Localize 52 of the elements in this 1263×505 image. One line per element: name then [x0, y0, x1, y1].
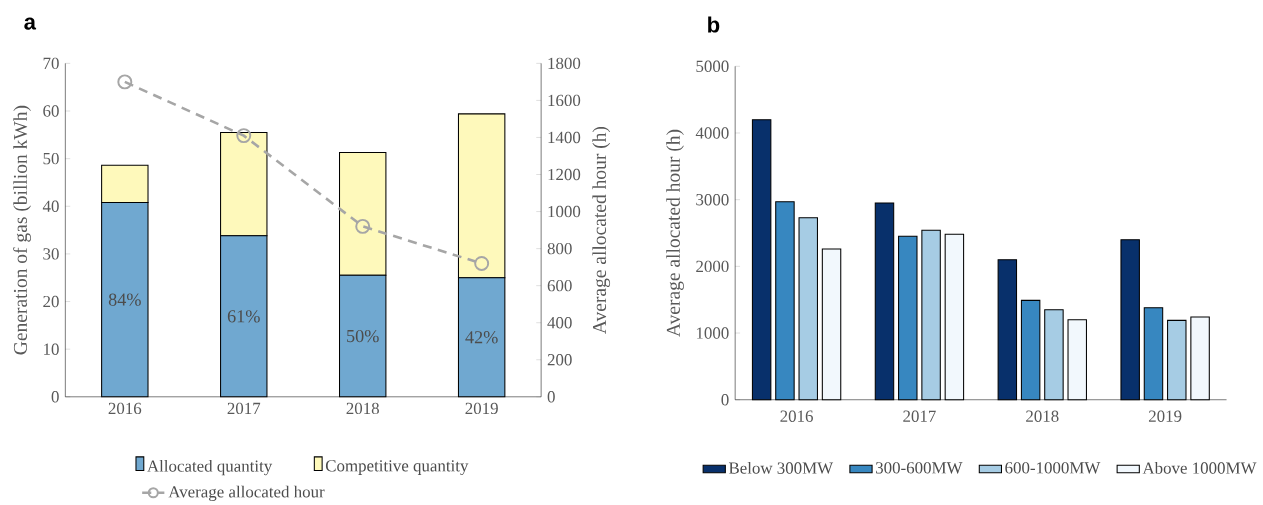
- y-tick-label: 40: [42, 200, 59, 212]
- annotation: 61%: [227, 310, 260, 323]
- x-tick-label: 2019: [465, 402, 498, 415]
- legend-label: Allocated quantity: [147, 459, 273, 476]
- y2-tick-label: 0: [547, 391, 555, 403]
- y-tick-label: 5000: [696, 60, 729, 72]
- chart-title: a: [24, 17, 37, 30]
- point: [236, 128, 252, 144]
- point: [355, 218, 371, 234]
- legend-label: Competitive quantity: [325, 460, 469, 475]
- chart-title: b: [708, 16, 720, 33]
- y-tick-label: 60: [43, 105, 59, 117]
- x-tick-label: 2016: [780, 410, 813, 422]
- y-tick-label: 10: [44, 343, 59, 355]
- y-tick-label: 0: [51, 391, 59, 403]
- legend-label: 300-600MW: [876, 462, 963, 474]
- point: [117, 74, 133, 90]
- x-tick-label: 2017: [903, 410, 936, 422]
- legend-label: Average allocated hour: [168, 485, 325, 501]
- y2-tick-label: 800: [547, 242, 572, 255]
- y-axis-title: Generation of gas (billion kWh): [13, 105, 32, 355]
- y2-axis-title: Average allocated hour (h): [592, 126, 611, 334]
- legend-label: Above 1000MW: [1142, 461, 1257, 474]
- y2-tick-label: 600: [547, 279, 572, 292]
- x-tick-label: 2017: [227, 402, 261, 415]
- annotation: 42%: [465, 331, 498, 344]
- annotation: 84%: [108, 293, 141, 306]
- y2-tick-label: 200: [547, 354, 572, 366]
- y-tick-label: 30: [43, 248, 59, 260]
- y2-tick-label: 1200: [548, 168, 581, 181]
- y2-tick-label: 1400: [548, 131, 581, 144]
- point: [474, 255, 490, 271]
- y-tick-label: 4000: [695, 127, 729, 139]
- x-tick-label: 2018: [1026, 410, 1059, 422]
- x-tick-label: 2018: [346, 402, 379, 415]
- y-tick-label: 50: [43, 152, 59, 165]
- y2-tick-label: 400: [547, 316, 572, 329]
- x-tick-label: 2019: [1148, 410, 1182, 422]
- y-tick-label: 1000: [696, 327, 729, 339]
- legend-label: 600-1000MW: [1005, 462, 1101, 474]
- y2-tick-label: 1800: [548, 57, 581, 70]
- y2-tick-label: 1000: [548, 205, 581, 218]
- y-tick-label: 3000: [696, 193, 729, 206]
- x-tick-label: 2016: [108, 402, 142, 415]
- y-tick-label: 2000: [696, 260, 729, 273]
- y2-tick-label: 1600: [548, 94, 581, 107]
- legend-label: Below 300MW: [728, 461, 834, 474]
- annotation: 50%: [347, 329, 379, 343]
- y-tick-label: 0: [721, 393, 729, 406]
- y-tick-label: 20: [43, 295, 59, 308]
- y-tick-label: 70: [43, 57, 59, 70]
- y-axis-title: Average allocated hour (h): [666, 129, 684, 337]
